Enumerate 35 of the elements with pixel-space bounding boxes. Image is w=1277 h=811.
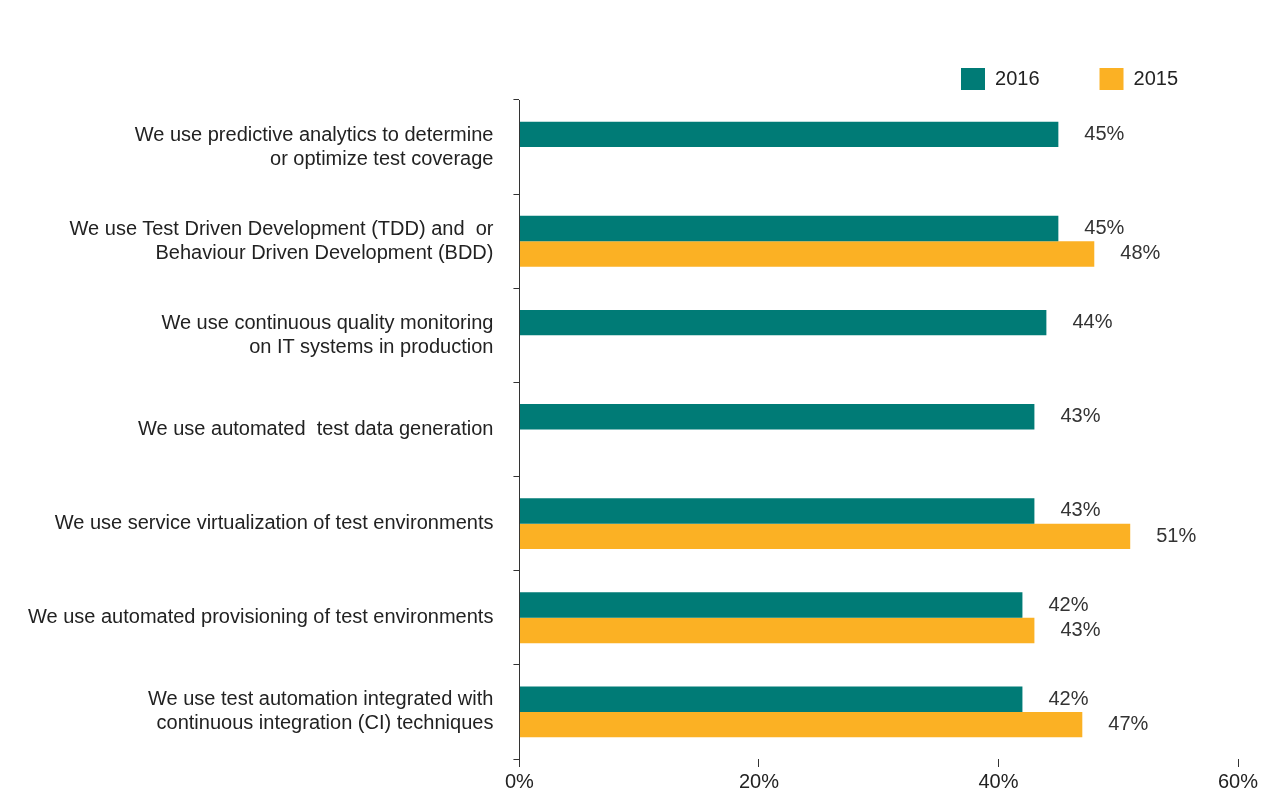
bar (519, 309, 1047, 336)
data-label: 47% (1108, 712, 1149, 735)
data-label: 43% (1060, 498, 1101, 521)
bar (519, 523, 1131, 550)
data-label: 42% (1048, 686, 1089, 709)
data-label: 42% (1048, 592, 1089, 615)
x-tick-label: 0% (504, 769, 535, 792)
y-tick-label: We use Test Driven Development (TDD) and or Behaviour Driven Development (BDD) (69, 216, 494, 263)
bar (519, 686, 1023, 712)
data-label: 51% (1156, 523, 1197, 546)
bar (519, 592, 1023, 618)
y-tick-label: We use test automation integrated with continuous integration (CI) techniques (148, 687, 494, 734)
bar (519, 498, 1035, 524)
bar (519, 404, 1035, 430)
y-tick-label: We use automated test data generation (138, 417, 494, 440)
x-tick-label: 20% (738, 769, 780, 792)
legend-label: 2016 (995, 66, 1040, 89)
data-label: 45% (1084, 216, 1125, 239)
bar (519, 711, 1083, 738)
y-tick-label: We use continuous quality monitoring on IT systems in production (161, 310, 494, 357)
bar (519, 215, 1059, 242)
data-label: 45% (1084, 121, 1125, 144)
x-tick-label: 60% (1217, 769, 1259, 792)
bar (519, 617, 1035, 644)
data-label: 43% (1060, 404, 1101, 427)
data-label: 48% (1120, 241, 1161, 264)
y-tick-label: We use predictive analytics to determine or optimize test coverage (134, 122, 494, 169)
legend-label: 2015 (1133, 66, 1179, 89)
bar (519, 241, 1095, 267)
bar (519, 121, 1059, 148)
y-tick-label: We use service virtualization of test environments (54, 511, 494, 534)
data-label: 43% (1060, 618, 1101, 641)
y-tick-label: We use automated provisioning of test environments (27, 605, 494, 628)
x-tick-label: 40% (978, 769, 1019, 792)
data-label: 44% (1072, 310, 1113, 333)
